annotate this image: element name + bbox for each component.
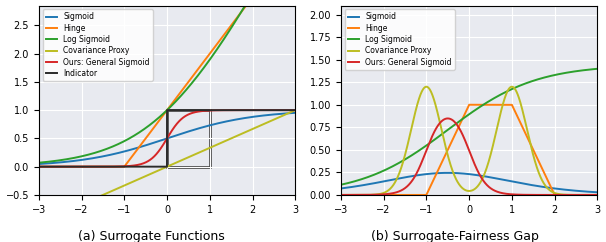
Text: (a) Surrogate Functions: (a) Surrogate Functions bbox=[78, 230, 225, 242]
Legend: Sigmoid, Hinge, Log Sigmoid, Covariance Proxy, Ours: General Sigmoid: Sigmoid, Hinge, Log Sigmoid, Covariance … bbox=[345, 9, 455, 70]
Bar bbox=[167, 110, 210, 167]
Text: (b) Surrogate-Fairness Gap: (b) Surrogate-Fairness Gap bbox=[370, 230, 539, 242]
Legend: Sigmoid, Hinge, Log Sigmoid, Covariance Proxy, Ours: General Sigmoid, Indicator: Sigmoid, Hinge, Log Sigmoid, Covariance … bbox=[42, 9, 153, 81]
